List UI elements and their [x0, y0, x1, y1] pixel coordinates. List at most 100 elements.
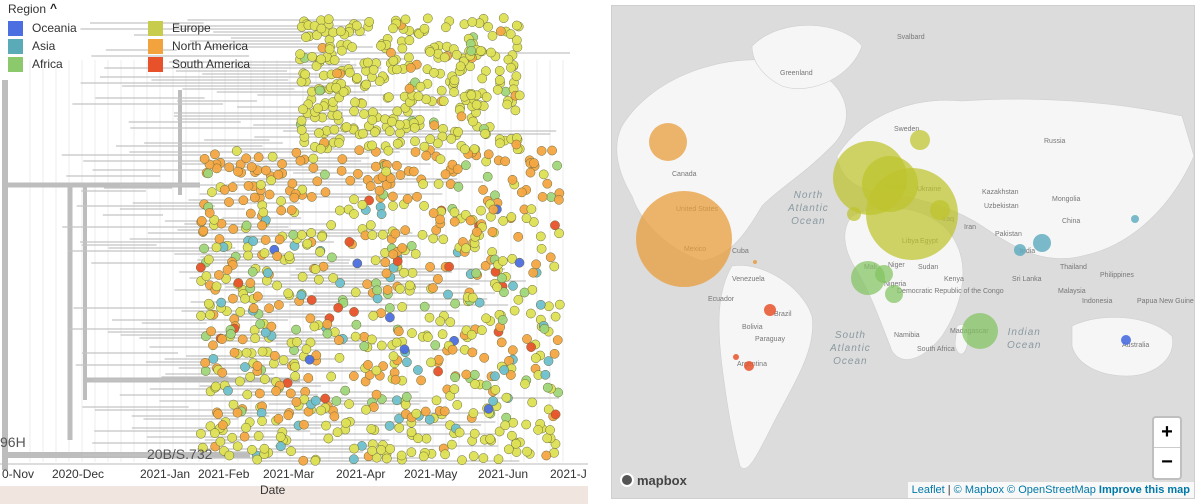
tip-node [478, 185, 488, 195]
tip-node [195, 262, 206, 273]
region-bubble[interactable] [636, 191, 732, 287]
tip-node [447, 344, 458, 355]
region-bubble[interactable] [847, 207, 861, 221]
osm-link[interactable]: © OpenStreetMap [1007, 484, 1096, 496]
country-label: Sweden [894, 126, 920, 133]
region-bubble[interactable] [962, 313, 998, 349]
tip-node [350, 331, 361, 342]
tip-node [475, 46, 486, 56]
tip-node [433, 274, 443, 284]
tip-node [285, 388, 296, 399]
tip-node [498, 216, 509, 226]
tip-node [208, 340, 218, 351]
country-label: Kazakhstan [982, 189, 1019, 196]
tip-node [352, 73, 362, 83]
country-label: Thailand [1060, 264, 1087, 271]
tip-node [466, 46, 477, 56]
tip-node [390, 228, 401, 239]
region-bubble[interactable] [862, 156, 918, 212]
tip-node [207, 187, 217, 197]
improve-map-link[interactable]: Improve this map [1098, 484, 1190, 496]
tip-node [291, 147, 302, 158]
tip-node [465, 215, 476, 226]
region-bubble[interactable] [733, 354, 739, 360]
region-bubble[interactable] [1014, 244, 1026, 256]
tip-node [452, 164, 463, 174]
tip-node [437, 131, 448, 142]
tip-node [223, 385, 233, 396]
tip-node [289, 192, 300, 203]
tip-node [397, 43, 408, 54]
tip-node [399, 344, 410, 355]
region-bubble[interactable] [930, 200, 950, 220]
tip-node [247, 266, 258, 277]
tip-node [435, 214, 445, 225]
tip-node [272, 280, 282, 291]
region-bubble[interactable] [910, 130, 930, 150]
tip-node [320, 169, 330, 180]
tip-node [533, 425, 543, 435]
region-bubble[interactable] [753, 260, 757, 264]
tip-node [363, 360, 373, 370]
tip-node [247, 444, 257, 455]
zoom-out-button[interactable]: − [1161, 451, 1173, 473]
zoom-in-button[interactable]: + [1154, 418, 1180, 448]
tip-node [299, 419, 309, 430]
tip-node [452, 400, 463, 410]
tip-node [407, 268, 418, 278]
tip-node [404, 52, 414, 63]
tip-node [196, 428, 206, 439]
tip-node [481, 92, 492, 102]
tip-node [311, 350, 322, 361]
region-bubble[interactable] [1121, 335, 1131, 345]
region-bubble[interactable] [875, 265, 893, 283]
mapbox-logo[interactable]: mapbox [620, 470, 687, 490]
country-label: Canada [672, 171, 697, 178]
tip-node [506, 62, 516, 73]
tip-node [496, 337, 507, 348]
map-panel[interactable]: North Atlantic Ocean South Atlantic Ocean… [611, 5, 1195, 499]
tip-node [314, 128, 324, 138]
tip-node [428, 233, 439, 244]
region-bubble[interactable] [649, 123, 687, 161]
tip-node [349, 307, 359, 317]
tip-node [545, 252, 556, 263]
tip-node [499, 365, 509, 375]
region-bubble[interactable] [1033, 234, 1051, 252]
tip-node [235, 376, 245, 387]
x-tick-label: 2021-Feb [198, 467, 250, 481]
region-bubble[interactable] [764, 304, 776, 316]
chevron-up-icon[interactable]: ^ [50, 1, 58, 15]
tip-node [395, 128, 405, 138]
tip-node [387, 116, 397, 127]
tip-node [388, 351, 399, 362]
leaflet-link[interactable]: Leaflet [911, 484, 945, 496]
mapbox-link[interactable]: © Mapbox [953, 484, 1004, 496]
tip-node [361, 79, 372, 90]
tip-node [371, 161, 381, 172]
legend-swatch [148, 39, 163, 54]
tip-node [370, 127, 380, 138]
tip-node [231, 146, 242, 156]
region-bubble[interactable] [744, 361, 754, 371]
tip-node [471, 268, 481, 279]
tip-node [510, 105, 521, 116]
tip-node [450, 298, 460, 309]
tip-node [199, 153, 210, 164]
tip-node [483, 404, 494, 414]
tip-node [291, 397, 302, 407]
tip-node [494, 65, 505, 76]
tip-node [300, 69, 311, 80]
tip-node [401, 392, 412, 402]
tip-node [552, 335, 563, 345]
tip-node [449, 75, 460, 86]
tip-node [514, 90, 525, 101]
tip-node [237, 334, 248, 345]
tip-node [254, 388, 265, 399]
region-bubble[interactable] [885, 285, 903, 303]
tip-node [413, 365, 423, 375]
tip-node [413, 433, 423, 444]
region-bubble[interactable] [1131, 215, 1139, 223]
tip-node [550, 409, 561, 420]
tip-node [380, 257, 391, 268]
